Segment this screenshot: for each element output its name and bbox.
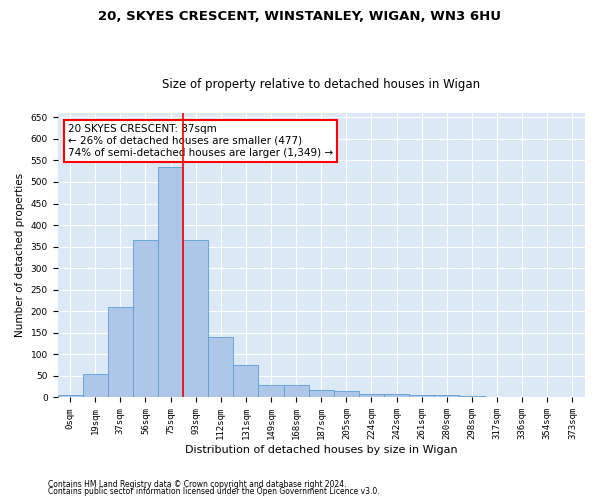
Bar: [460, 396, 485, 398]
Bar: [309, 390, 334, 398]
Text: 20, SKYES CRESCENT, WINSTANLEY, WIGAN, WN3 6HU: 20, SKYES CRESCENT, WINSTANLEY, WIGAN, W…: [98, 10, 502, 23]
Bar: [359, 394, 384, 398]
Bar: [233, 365, 259, 398]
Bar: [133, 240, 158, 398]
Bar: [158, 167, 183, 398]
Bar: [83, 374, 108, 398]
Bar: [384, 394, 409, 398]
Text: 20 SKYES CRESCENT: 87sqm
← 26% of detached houses are smaller (477)
74% of semi-: 20 SKYES CRESCENT: 87sqm ← 26% of detach…: [68, 124, 333, 158]
X-axis label: Distribution of detached houses by size in Wigan: Distribution of detached houses by size …: [185, 445, 458, 455]
Bar: [409, 395, 434, 398]
Bar: [434, 396, 460, 398]
Bar: [259, 384, 284, 398]
Text: Contains HM Land Registry data © Crown copyright and database right 2024.: Contains HM Land Registry data © Crown c…: [48, 480, 347, 489]
Y-axis label: Number of detached properties: Number of detached properties: [15, 173, 25, 338]
Title: Size of property relative to detached houses in Wigan: Size of property relative to detached ho…: [162, 78, 481, 91]
Text: Contains public sector information licensed under the Open Government Licence v3: Contains public sector information licen…: [48, 487, 380, 496]
Bar: [183, 240, 208, 398]
Bar: [58, 396, 83, 398]
Bar: [208, 337, 233, 398]
Bar: [334, 391, 359, 398]
Bar: [284, 384, 309, 398]
Bar: [108, 307, 133, 398]
